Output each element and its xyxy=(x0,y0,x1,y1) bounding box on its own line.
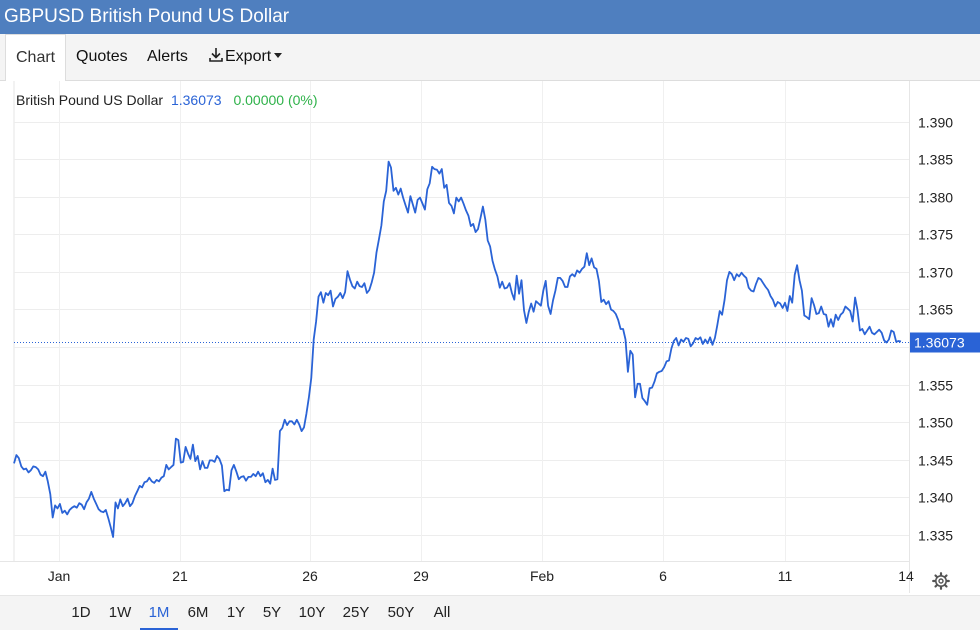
tab-export[interactable]: Export xyxy=(207,34,283,80)
y-tick-label: 1.355 xyxy=(918,378,953,394)
x-tick-label: 14 xyxy=(898,568,914,584)
x-tick-label: Feb xyxy=(530,568,554,584)
range-1d[interactable]: 1D xyxy=(71,604,91,621)
legend-last-value: 1.36073 xyxy=(170,92,222,108)
y-tick-label: 1.380 xyxy=(918,190,953,206)
tab-quotes[interactable]: Quotes xyxy=(76,48,128,65)
x-tick-label: 6 xyxy=(659,568,667,584)
caret-down-icon xyxy=(274,53,283,58)
y-tick-label: 1.350 xyxy=(918,415,953,431)
tab-chart[interactable]: Chart xyxy=(5,34,67,81)
range-all[interactable]: All xyxy=(433,604,451,621)
x-tick-label: 21 xyxy=(172,568,188,584)
x-tick-label: Jan xyxy=(48,568,71,584)
tab-bar: Chart Quotes Alerts Export xyxy=(0,34,980,81)
x-tick-label: 11 xyxy=(778,568,793,584)
price-chart[interactable]: 1.3351.3401.3451.3501.3551.3601.3651.370… xyxy=(0,81,980,593)
download-icon xyxy=(209,48,223,62)
range-10y[interactable]: 10Y xyxy=(298,604,326,621)
y-tick-label: 1.365 xyxy=(918,302,953,318)
x-tick-label: 26 xyxy=(302,568,318,584)
legend-change: 0.00000 (0%) xyxy=(233,92,318,108)
chart-area[interactable]: 1.3351.3401.3451.3501.3551.3601.3651.370… xyxy=(0,81,980,593)
last-value-box xyxy=(910,332,980,353)
tab-alerts[interactable]: Alerts xyxy=(147,48,188,65)
y-tick-label: 1.335 xyxy=(918,528,953,544)
last-value-label: 1.36073 xyxy=(914,335,965,351)
x-tick-label: 29 xyxy=(413,568,429,584)
y-tick-label: 1.345 xyxy=(918,453,953,469)
y-tick-label: 1.385 xyxy=(918,152,953,168)
legend-name: British Pound US Dollar xyxy=(16,92,164,108)
tab-export-label: Export xyxy=(225,48,272,65)
settings-gear-icon[interactable] xyxy=(931,571,951,591)
chart-legend: British Pound US Dollar 1.36073 0.00000 … xyxy=(16,92,318,108)
range-25y[interactable]: 25Y xyxy=(342,604,370,621)
y-tick-label: 1.375 xyxy=(918,227,953,243)
series-line xyxy=(13,160,902,538)
range-5y[interactable]: 5Y xyxy=(262,604,282,621)
range-50y[interactable]: 50Y xyxy=(387,604,415,621)
y-tick-label: 1.340 xyxy=(918,490,953,506)
range-selector: 1D 1W 1M 6M 1Y 5Y 10Y 25Y 50Y All xyxy=(0,595,980,630)
y-tick-label: 1.370 xyxy=(918,265,953,281)
range-1w[interactable]: 1W xyxy=(108,604,132,621)
range-6m[interactable]: 6M xyxy=(187,604,209,621)
window-title: GBPUSD British Pound US Dollar xyxy=(0,0,980,34)
range-1y[interactable]: 1Y xyxy=(226,604,246,621)
range-1m[interactable]: 1M xyxy=(140,596,178,630)
y-tick-label: 1.390 xyxy=(918,115,953,131)
